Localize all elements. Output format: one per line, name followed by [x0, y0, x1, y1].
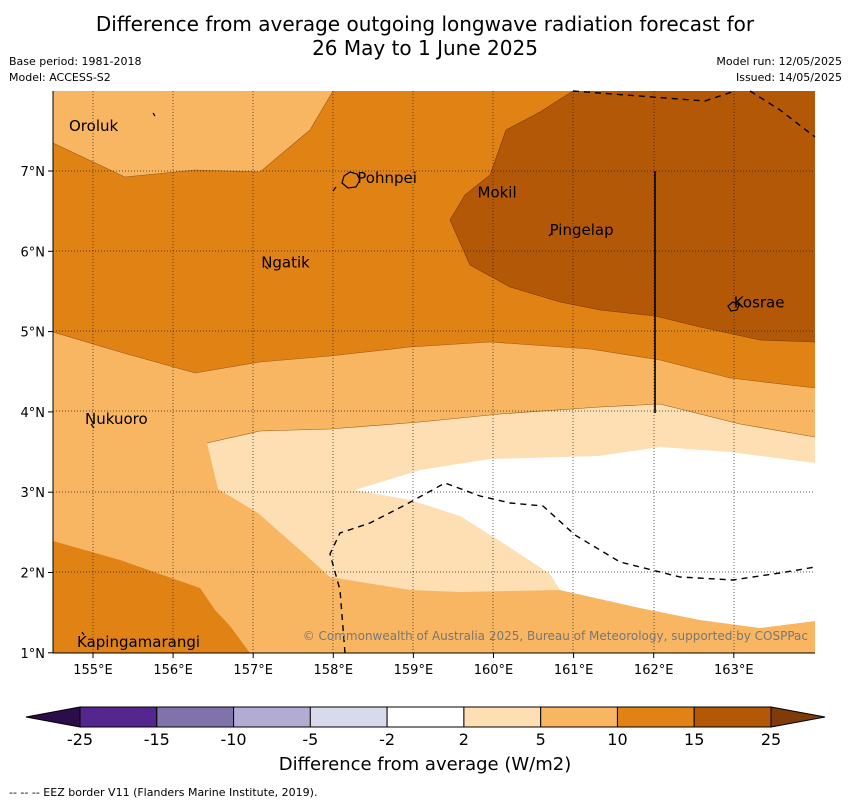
- place-label-nukuoro: Nukuoro: [85, 410, 148, 428]
- y-tick-label: 6°N: [21, 245, 46, 260]
- x-tick-label: 162°E: [634, 663, 674, 678]
- colorbar-min-arrow: [25, 706, 81, 728]
- kapingamarangi-mark: [81, 631, 85, 636]
- colorbar-tick-label: -25: [66, 730, 94, 749]
- colorbar-segment: [386, 706, 465, 728]
- colorbar-tick-label: 15: [684, 730, 705, 749]
- contour-line-central: [53, 331, 815, 389]
- y-tick-label: 4°N: [21, 406, 46, 421]
- ant-atoll-mark: [332, 186, 337, 192]
- footnote: -- -- -- EEZ border V11 (Flanders Marine…: [9, 786, 318, 799]
- copyright-text: © Commonwealth of Australia 2025, Bureau…: [303, 629, 808, 643]
- map-title: Difference from average outgoing longwav…: [0, 12, 850, 60]
- colorbar-tick-label: -2: [379, 730, 396, 749]
- x-tick-label: 158°E: [314, 663, 354, 678]
- place-label-mokil: Mokil: [478, 184, 517, 202]
- colorbar-tick-label: 10: [607, 730, 628, 749]
- colorbar-tick-label: -10: [220, 730, 247, 749]
- model-name: Model: ACCESS-S2: [9, 71, 111, 84]
- x-tick-label: 161°E: [554, 663, 594, 678]
- contour-line-15-25: [449, 91, 815, 343]
- colorbar-max-arrow: [770, 706, 826, 728]
- ngatik-mark: [264, 265, 269, 270]
- x-tick-label: 160°E: [474, 663, 514, 678]
- issued-date: Issued: 14/05/2025: [735, 71, 842, 84]
- model-run: Model run: 12/05/2025: [716, 55, 842, 68]
- title-line-1: Difference from average outgoing longwav…: [95, 12, 755, 36]
- place-label-ngatik: Ngatik: [261, 253, 310, 271]
- colorbar-tick-label: -5: [302, 730, 319, 749]
- place-labels: Oroluk Pohnpei Mokil Pingelap Ngatik Kosrae Nu…: [69, 117, 784, 651]
- island-shapes: [81, 112, 740, 636]
- place-label-pohnpei: Pohnpei: [357, 169, 417, 187]
- kosrae-island: [727, 301, 740, 312]
- y-tick-label: 3°N: [21, 486, 46, 501]
- colorbar-segment: [616, 706, 695, 728]
- pingelap-mark: [548, 232, 553, 237]
- contour-5-10-north: [53, 91, 333, 177]
- y-tick-label: 2°N: [21, 567, 46, 582]
- y-tick-label: 5°N: [21, 326, 46, 341]
- colorbar-segment: [79, 706, 158, 728]
- anomaly-contours: [53, 91, 815, 653]
- place-label-pingelap: Pingelap: [550, 221, 614, 239]
- place-label-oroluk: Oroluk: [69, 117, 118, 135]
- model-info: Base period: 1981-2018 Model: ACCESS-S2: [9, 54, 141, 86]
- pohnpei-island: [341, 171, 361, 189]
- colorbar-segment: [233, 706, 311, 728]
- colorbar-segment: [309, 706, 388, 728]
- x-axis: 155°E 156°E 157°E 158°E 159°E 160°E 161°E 162°E…: [73, 653, 754, 678]
- eez-border-northeast: [749, 90, 816, 138]
- eez-borders: [329, 90, 816, 654]
- nukuoro-mark: [90, 423, 95, 429]
- x-tick-label: 155°E: [73, 663, 113, 678]
- place-label-kapingamarangi: Kapingamarangi: [77, 633, 200, 651]
- x-tick-label: 159°E: [394, 663, 434, 678]
- colorbar-tick-label: -15: [143, 730, 170, 749]
- eez-border-north: [572, 90, 736, 102]
- run-info: Model run: 12/05/2025 Issued: 14/05/2025: [716, 54, 842, 86]
- oroluk-mark: [152, 112, 156, 117]
- colorbar-segment: [540, 706, 619, 728]
- colorbar-segment: [463, 706, 542, 728]
- colorbar-tick-label: 2: [458, 730, 469, 749]
- colorbar: [25, 706, 826, 728]
- base-period: Base period: 1981-2018: [9, 55, 142, 68]
- place-label-kosrae: Kosrae: [734, 294, 785, 312]
- y-axis: 7°N 6°N 5°N 4°N 3°N 2°N 1°N: [21, 165, 53, 662]
- eez-border-south: [329, 482, 816, 654]
- colorbar-segment: [156, 706, 235, 728]
- colorbar-tick-label: 25: [760, 730, 782, 749]
- gridlines: [53, 91, 815, 653]
- y-tick-label: 7°N: [21, 165, 46, 180]
- colorbar-title: Difference from average (W/m2): [278, 754, 572, 775]
- x-tick-label: 163°E: [714, 663, 754, 678]
- x-tick-label: 156°E: [153, 663, 193, 678]
- colorbar-tick-label: 5: [535, 730, 546, 749]
- x-tick-label: 157°E: [233, 663, 273, 678]
- colorbar-segment: [693, 706, 772, 728]
- contour-15-25: [450, 91, 815, 342]
- y-tick-label: 1°N: [21, 647, 46, 662]
- title-line-2: 26 May to 1 June 2025: [312, 36, 538, 60]
- contour-line-2-5: [206, 403, 815, 444]
